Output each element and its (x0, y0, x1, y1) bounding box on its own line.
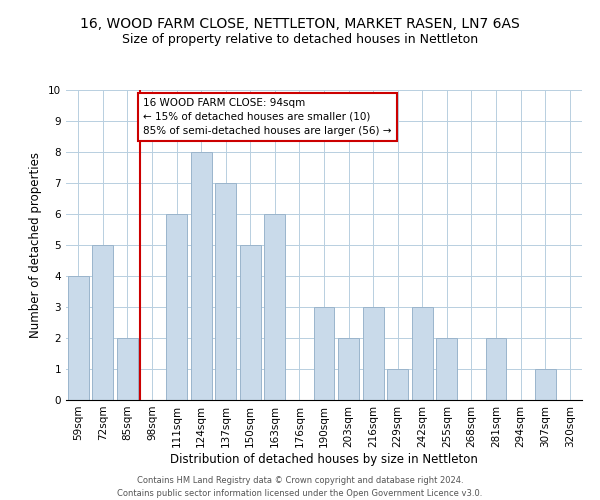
Bar (338, 338, 359, 400)
Y-axis label: Number of detached properties: Number of detached properties (29, 152, 43, 338)
Text: 16, WOOD FARM CLOSE, NETTLETON, MARKET RASEN, LN7 6AS: 16, WOOD FARM CLOSE, NETTLETON, MARKET R… (80, 18, 520, 32)
Bar (362, 307, 383, 400)
Text: Contains HM Land Registry data © Crown copyright and database right 2024.
Contai: Contains HM Land Registry data © Crown c… (118, 476, 482, 498)
Bar (535, 369, 556, 400)
Bar (436, 338, 457, 400)
Bar (92, 245, 113, 400)
Text: Size of property relative to detached houses in Nettleton: Size of property relative to detached ho… (122, 32, 478, 46)
Bar (68, 276, 89, 400)
Bar (117, 338, 138, 400)
Bar (215, 183, 236, 400)
Bar (485, 338, 506, 400)
X-axis label: Distribution of detached houses by size in Nettleton: Distribution of detached houses by size … (170, 452, 478, 466)
Bar (265, 214, 286, 400)
Bar (314, 307, 334, 400)
Bar (191, 152, 212, 400)
Bar (387, 369, 408, 400)
Text: 16 WOOD FARM CLOSE: 94sqm
← 15% of detached houses are smaller (10)
85% of semi-: 16 WOOD FARM CLOSE: 94sqm ← 15% of detac… (143, 98, 392, 136)
Bar (166, 214, 187, 400)
Bar (412, 307, 433, 400)
Bar (240, 245, 261, 400)
